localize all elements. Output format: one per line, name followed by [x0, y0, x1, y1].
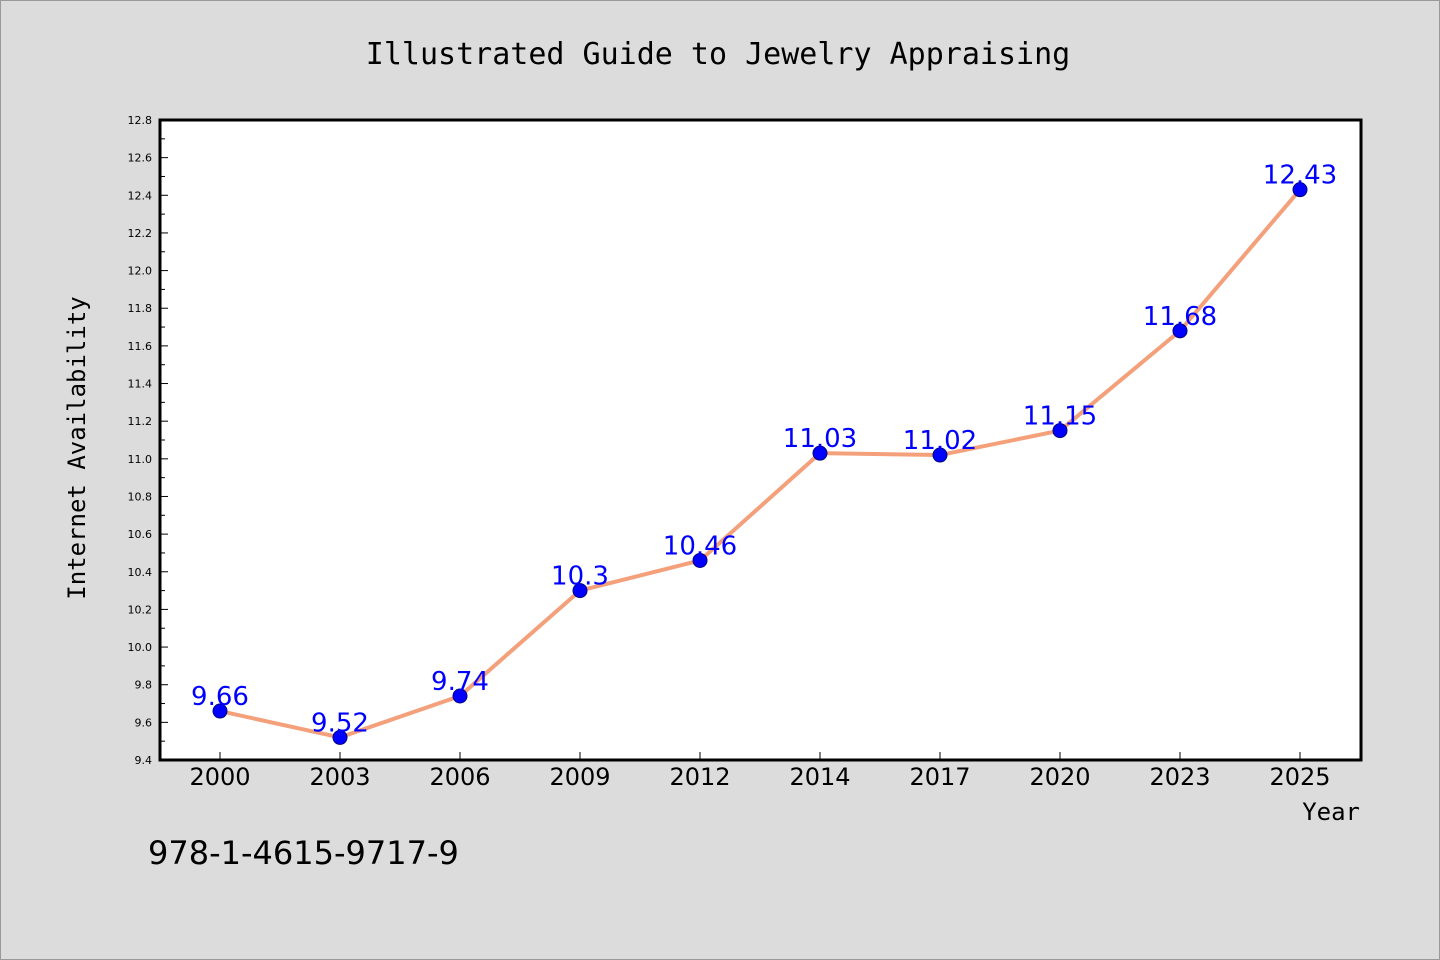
x-tick-label: 2000 — [189, 763, 250, 791]
data-point — [1172, 323, 1188, 339]
data-point — [332, 729, 348, 745]
data-label: 11.68 — [1143, 302, 1217, 332]
x-tick-label: 2006 — [429, 763, 490, 791]
data-label: 9.66 — [191, 682, 249, 712]
y-tick-label: 11.8 — [128, 302, 153, 315]
plot-area — [160, 120, 1361, 760]
y-tick-label: 10.0 — [128, 641, 153, 654]
series-line-group — [219, 188, 1302, 740]
x-tick-label: 2012 — [669, 763, 730, 791]
x-tick-label: 2017 — [909, 763, 970, 791]
y-tick-label: 11.4 — [128, 378, 153, 391]
y-tick-label: 10.2 — [128, 603, 153, 616]
data-point — [692, 552, 708, 568]
data-point — [452, 688, 468, 704]
data-point — [932, 447, 948, 463]
data-point — [212, 703, 228, 719]
data-point — [812, 445, 828, 461]
y-tick-label: 10.4 — [128, 566, 153, 579]
y-tick-label: 12.8 — [128, 114, 153, 127]
data-label: 11.03 — [783, 424, 857, 454]
y-axis: 9.4 9.6 9.8 10.0 10.2 10.4 10.6 10.8 11.0 11.2 11.… — [128, 114, 168, 767]
data-label: 9.74 — [431, 667, 489, 697]
x-tick-label: 2014 — [789, 763, 850, 791]
data-point — [1052, 423, 1068, 439]
x-tick-label: 2020 — [1029, 763, 1090, 791]
data-point — [572, 583, 588, 599]
y-tick-label: 10.6 — [128, 528, 153, 541]
y-tick-label: 9.8 — [135, 679, 153, 692]
plot-border — [158, 118, 1363, 762]
series-markers — [212, 182, 1308, 745]
y-tick-label: 12.2 — [128, 227, 153, 240]
y-tick-label: 12.4 — [128, 189, 153, 202]
data-label: 9.52 — [311, 708, 369, 738]
y-tick-label: 11.2 — [128, 415, 153, 428]
chart-title: Illustrated Guide to Jewelry Appraising — [366, 37, 1070, 72]
y-tick-label: 12.0 — [128, 265, 153, 278]
y-tick-label: 11.6 — [128, 340, 153, 353]
data-label: 11.02 — [903, 426, 977, 456]
y-tick-label: 9.6 — [135, 716, 153, 729]
y-tick-label: 11.0 — [128, 453, 153, 466]
y-axis-label: Internet Availability — [63, 296, 91, 599]
y-tick-label: 9.4 — [135, 754, 153, 767]
y-tick-label: 12.6 — [128, 152, 153, 165]
data-label: 12.43 — [1263, 161, 1337, 191]
data-label: 10.3 — [551, 562, 609, 592]
y-tick-label: 10.8 — [128, 490, 153, 503]
x-tick-label: 2023 — [1149, 763, 1210, 791]
series-line — [219, 188, 1302, 740]
x-axis: 2000 2003 2006 2009 2012 2014 2017 2020 2023 2025 — [189, 752, 1331, 791]
x-axis-label: Year — [1302, 798, 1360, 826]
data-label: 10.46 — [663, 531, 737, 561]
data-point — [1292, 182, 1308, 198]
isbn-label: 978-1-4615-9717-9 — [148, 834, 459, 872]
x-tick-label: 2025 — [1269, 763, 1330, 791]
data-labels: 9.66 9.52 9.74 10.3 10.46 11.03 11.02 11.15 11.6… — [191, 161, 1337, 739]
x-tick-label: 2003 — [309, 763, 370, 791]
x-tick-label: 2009 — [549, 763, 610, 791]
data-label: 11.15 — [1023, 402, 1097, 432]
